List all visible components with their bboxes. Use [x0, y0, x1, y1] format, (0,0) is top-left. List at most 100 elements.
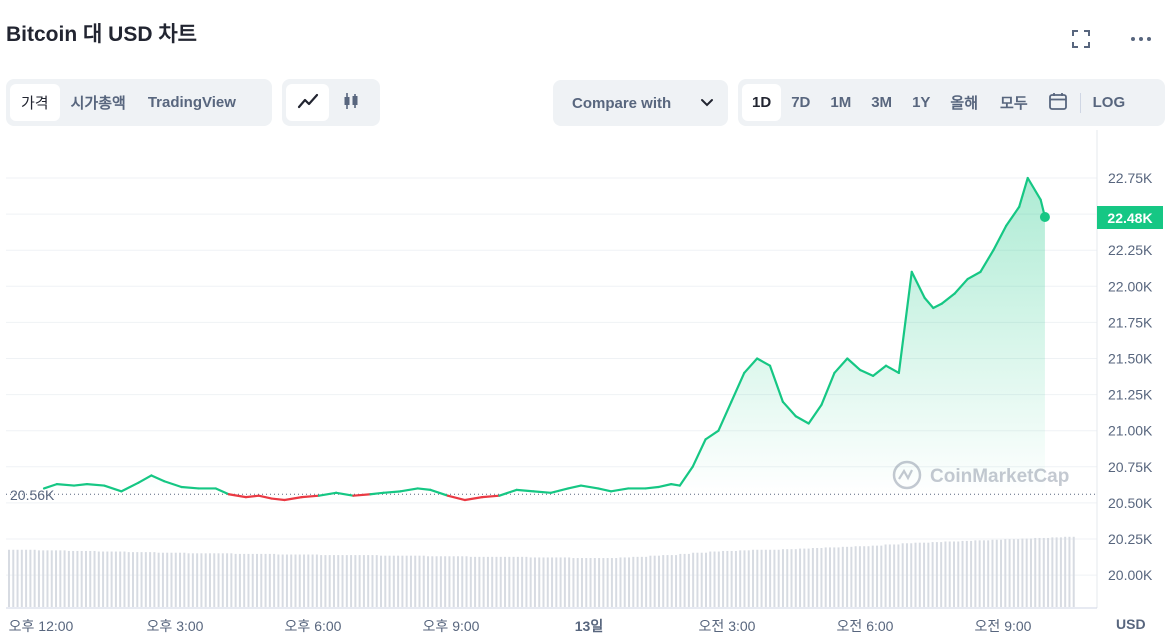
volume-bar	[850, 546, 853, 607]
volume-bar	[303, 554, 306, 607]
volume-bar	[405, 555, 408, 607]
volume-bar	[144, 552, 147, 607]
compare-with-dropdown[interactable]: Compare with	[553, 80, 728, 126]
volume-bar	[730, 550, 733, 607]
volume-bar	[50, 550, 53, 607]
volume-bar	[478, 556, 481, 607]
volume-bar	[418, 555, 421, 607]
price-line-segment	[670, 483, 681, 487]
x-tick-label: 오후 9:00	[423, 618, 480, 634]
volume-bar	[824, 547, 827, 607]
x-tick-label: 오후 6:00	[285, 618, 342, 634]
volume-bar	[452, 556, 455, 607]
volume-bar	[709, 551, 712, 607]
volume-bar	[717, 551, 720, 607]
volume-bar	[1038, 537, 1041, 607]
volume-bar	[854, 546, 857, 607]
volume-bar	[315, 554, 318, 607]
price-line-segment	[227, 493, 248, 499]
calendar-button[interactable]	[1040, 84, 1076, 121]
volume-bar	[516, 556, 519, 607]
volume-bar	[456, 556, 459, 607]
price-line-segment	[884, 364, 900, 375]
volume-bar	[927, 542, 930, 607]
volume-bar	[957, 541, 960, 607]
price-line-segment	[257, 494, 273, 500]
price-line-segment	[369, 491, 385, 496]
volume-bar	[944, 541, 947, 607]
volume-bar	[217, 553, 220, 607]
volume-bar	[773, 549, 776, 607]
price-line-segment	[446, 494, 467, 502]
price-line-segment	[768, 364, 784, 403]
volume-bar	[811, 548, 814, 607]
log-scale-toggle[interactable]: LOG	[1092, 94, 1126, 111]
x-tick-label: 오전 6:00	[837, 618, 894, 634]
volume-bar	[46, 550, 49, 607]
volume-bar	[243, 553, 246, 607]
tab-price[interactable]: 가격	[10, 84, 60, 121]
volume-bar	[512, 556, 515, 607]
range-ytd[interactable]: 올해	[950, 95, 979, 112]
range-1y[interactable]: 1Y	[912, 94, 931, 111]
x-tick-label: 오전 3:00	[699, 618, 756, 634]
volume-bar	[867, 546, 870, 607]
volume-bar	[324, 555, 327, 607]
volume-bar	[59, 550, 62, 607]
volume-bar	[89, 550, 92, 607]
fullscreen-icon[interactable]	[1070, 28, 1092, 50]
volume-bar	[628, 557, 631, 607]
volume-bar	[666, 555, 669, 607]
price-chart[interactable]: 22.75K22.50K22.25K22.00K21.75K21.50K21.2…	[0, 130, 1165, 638]
volume-bar	[174, 552, 177, 607]
price-line-segment	[120, 481, 140, 493]
watermark-text: CoinMarketCap	[930, 466, 1069, 487]
volume-bar	[910, 543, 913, 607]
range-1d[interactable]: 1D	[742, 84, 782, 121]
volume-bar	[230, 553, 233, 607]
range-3m[interactable]: 3M	[871, 94, 893, 111]
volume-bar	[982, 540, 985, 607]
volume-bar	[559, 557, 562, 607]
tab-tradingview[interactable]: TradingView	[147, 94, 236, 111]
volume-bar	[234, 553, 237, 607]
range-7d[interactable]: 7D	[791, 94, 811, 111]
volume-bar	[610, 558, 613, 607]
volume-bar	[285, 554, 288, 607]
volume-bar	[533, 557, 536, 607]
y-tick-label: 20.00K	[1108, 567, 1153, 583]
volume-bar	[1029, 538, 1032, 607]
reference-value-label: 20.56K	[10, 487, 55, 503]
volume-bar	[764, 549, 767, 607]
volume-bar	[486, 556, 489, 607]
volume-bar	[585, 558, 588, 607]
candlestick-button[interactable]	[329, 84, 372, 121]
more-options-icon[interactable]	[1130, 28, 1152, 50]
chart-data-tabs: 가격 시가총액 TradingView	[6, 79, 272, 126]
volume-bar	[384, 555, 387, 607]
volume-bar	[807, 548, 810, 607]
volume-bar	[20, 549, 23, 607]
volume-bar	[918, 542, 921, 607]
y-tick-label: 20.25K	[1108, 531, 1153, 547]
line-chart-button[interactable]	[286, 84, 329, 121]
volume-bar	[474, 556, 477, 607]
volume-bar	[42, 550, 45, 607]
range-1m[interactable]: 1M	[830, 94, 852, 111]
volume-bar	[328, 555, 331, 607]
volume-bar	[1017, 539, 1020, 607]
tab-market-cap[interactable]: 시가총액	[70, 95, 126, 112]
volume-bar	[700, 552, 703, 607]
volume-bar	[756, 549, 759, 607]
volume-bar	[888, 544, 891, 607]
volume-bar	[636, 556, 639, 607]
volume-bar	[987, 540, 990, 607]
volume-bar	[1064, 536, 1067, 607]
range-all[interactable]: 모두	[1000, 95, 1028, 112]
volume-bar	[508, 556, 511, 607]
volume-bar	[1008, 539, 1011, 607]
volume-bar	[397, 555, 400, 607]
x-tick-label: 13일	[575, 618, 603, 634]
volume-bar	[991, 539, 994, 607]
price-line-segment	[382, 490, 402, 494]
